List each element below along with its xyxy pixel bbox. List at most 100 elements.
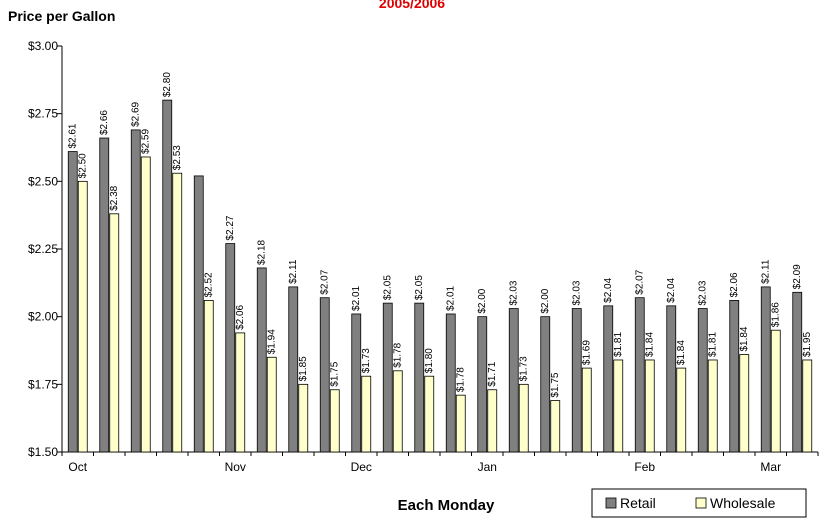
wholesale-bar bbox=[487, 389, 498, 453]
retail-value-label: $2.06 bbox=[729, 272, 740, 297]
y-tick-label: $2.25 bbox=[28, 242, 58, 256]
retail-bar bbox=[130, 129, 141, 453]
y-tick-label: $3.00 bbox=[28, 39, 58, 53]
wholesale-bar bbox=[802, 359, 813, 453]
wholesale-bar bbox=[455, 394, 466, 453]
wholesale-value-label: $2.50 bbox=[78, 153, 89, 178]
wholesale-bar bbox=[424, 375, 435, 453]
x-tick-label: Dec bbox=[351, 460, 372, 474]
retail-value-label: $2.09 bbox=[792, 264, 803, 289]
wholesale-value-label: $1.84 bbox=[645, 332, 656, 357]
wholesale-bar bbox=[172, 172, 183, 453]
wholesale-value-label: $1.81 bbox=[613, 332, 624, 357]
retail-bar bbox=[729, 300, 740, 453]
retail-bar bbox=[603, 305, 614, 453]
retail-bar bbox=[634, 297, 645, 453]
retail-value-label: $2.01 bbox=[446, 285, 457, 310]
retail-value-label: $2.00 bbox=[540, 288, 551, 313]
retail-bar bbox=[382, 302, 393, 453]
wholesale-value-label: $1.80 bbox=[424, 348, 435, 373]
retail-bar bbox=[571, 308, 582, 453]
retail-bar bbox=[792, 291, 803, 453]
retail-bar bbox=[99, 137, 110, 453]
retail-value-label: $2.03 bbox=[572, 280, 583, 305]
wholesale-bar bbox=[361, 375, 372, 453]
wholesale-bar bbox=[298, 383, 309, 453]
retail-bar bbox=[697, 308, 708, 453]
wholesale-value-label: $2.59 bbox=[141, 129, 152, 154]
y-tick-label: $1.75 bbox=[28, 377, 58, 391]
wholesale-bar bbox=[707, 359, 718, 453]
retail-value-label: $2.11 bbox=[288, 259, 299, 284]
retail-value-label: $2.07 bbox=[635, 269, 646, 294]
retail-value-label: $2.03 bbox=[698, 280, 709, 305]
x-tick-label: Nov bbox=[225, 460, 246, 474]
retail-value-label: $2.27 bbox=[225, 215, 236, 240]
chart-title: 2005/2006 bbox=[379, 0, 445, 11]
y-tick-label: $1.50 bbox=[28, 445, 58, 459]
retail-value-label: $2.04 bbox=[603, 277, 614, 302]
wholesale-bar bbox=[644, 359, 655, 453]
wholesale-value-label: $1.78 bbox=[393, 342, 404, 367]
wholesale-bar bbox=[518, 383, 529, 453]
legend-label-wholesale: Wholesale bbox=[710, 495, 776, 511]
retail-value-label: $2.80 bbox=[162, 72, 173, 97]
wholesale-bar bbox=[77, 180, 88, 453]
retail-bar bbox=[351, 313, 362, 453]
wholesale-bar bbox=[140, 156, 151, 453]
y-tick-label: $2.50 bbox=[28, 174, 58, 188]
wholesale-bar bbox=[203, 300, 214, 453]
retail-bar bbox=[477, 316, 488, 453]
retail-bar bbox=[414, 302, 425, 453]
retail-value-label: $2.04 bbox=[666, 277, 677, 302]
wholesale-bar bbox=[676, 367, 687, 453]
retail-value-label: $2.61 bbox=[68, 123, 79, 148]
x-tick-label: Mar bbox=[760, 460, 781, 474]
wholesale-bar bbox=[109, 213, 120, 453]
wholesale-value-label: $1.86 bbox=[771, 302, 782, 327]
retail-bar bbox=[288, 286, 299, 453]
wholesale-value-label: $1.71 bbox=[487, 361, 498, 386]
retail-bar bbox=[666, 305, 677, 453]
wholesale-value-label: $2.53 bbox=[172, 145, 183, 170]
wholesale-bar bbox=[613, 359, 624, 453]
retail-value-label: $2.07 bbox=[320, 269, 331, 294]
retail-value-label: $2.66 bbox=[99, 110, 110, 135]
retail-bar bbox=[445, 313, 456, 453]
retail-bar bbox=[67, 151, 78, 453]
wholesale-bar bbox=[235, 332, 246, 453]
retail-value-label: $2.69 bbox=[131, 101, 142, 126]
wholesale-bar bbox=[739, 354, 750, 453]
x-tick-label: Oct bbox=[68, 460, 87, 474]
wholesale-value-label: $1.81 bbox=[708, 332, 719, 357]
wholesale-bar bbox=[266, 356, 277, 453]
x-tick-label: Feb bbox=[634, 460, 655, 474]
wholesale-value-label: $1.69 bbox=[582, 340, 593, 365]
retail-bar bbox=[193, 175, 204, 453]
x-tick-label: Jan bbox=[478, 460, 497, 474]
wholesale-value-label: $1.94 bbox=[267, 329, 278, 354]
wholesale-value-label: $1.84 bbox=[676, 340, 687, 365]
y-axis-label: Price per Gallon bbox=[8, 8, 115, 24]
wholesale-bar bbox=[550, 400, 561, 453]
plot-area: $1.50 $1.75 $2.00 $2.25 $2.50 $2.75 $3.00 $2.61… bbox=[28, 39, 819, 474]
retail-bar bbox=[225, 243, 236, 453]
retail-bar bbox=[319, 297, 330, 453]
retail-value-label: $2.18 bbox=[257, 239, 268, 264]
wholesale-value-label: $1.95 bbox=[802, 332, 813, 357]
wholesale-value-label: $2.52 bbox=[204, 272, 215, 297]
retail-value-label: $2.05 bbox=[383, 275, 394, 300]
retail-bar bbox=[162, 99, 173, 453]
y-tick-label: $2.75 bbox=[28, 107, 58, 121]
wholesale-value-label: $2.38 bbox=[109, 185, 120, 210]
retail-bar bbox=[540, 316, 551, 453]
wholesale-value-label: $1.75 bbox=[330, 361, 341, 386]
retail-value-label: $2.00 bbox=[477, 288, 488, 313]
wholesale-value-label: $2.06 bbox=[235, 304, 246, 329]
wholesale-value-label: $1.73 bbox=[519, 356, 530, 381]
retail-bar bbox=[508, 308, 519, 453]
wholesale-value-label: $1.84 bbox=[739, 326, 750, 351]
wholesale-value-label: $1.85 bbox=[298, 356, 309, 381]
retail-value-label: $2.01 bbox=[351, 285, 362, 310]
